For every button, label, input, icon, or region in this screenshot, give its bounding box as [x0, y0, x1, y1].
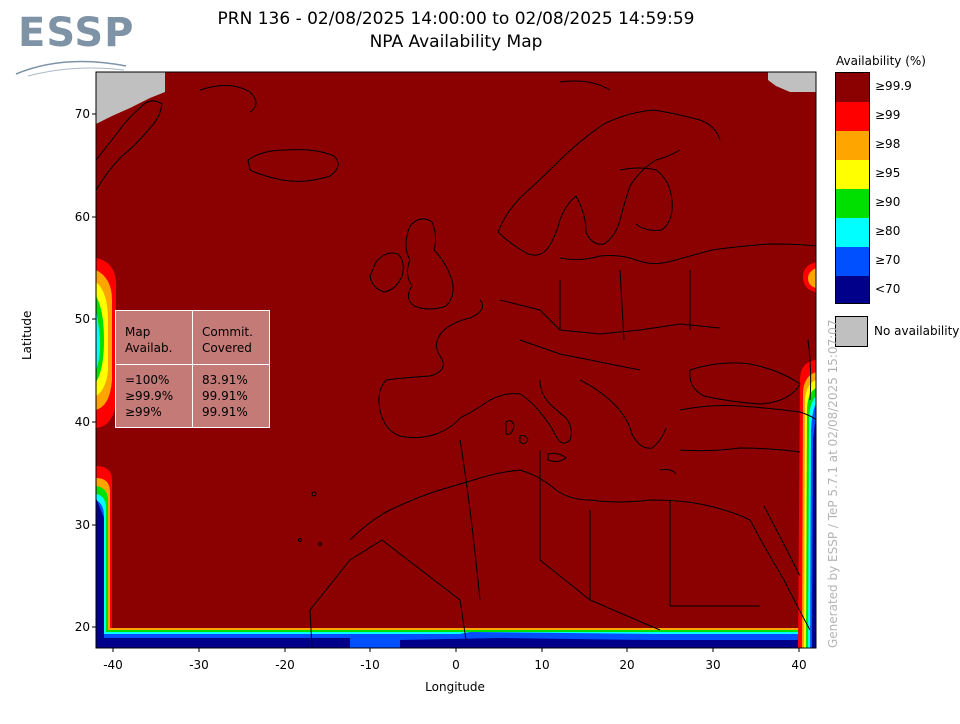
legend-label: ≥70: [875, 253, 901, 267]
legend-label: ≥95: [875, 166, 901, 180]
x-tick-label: 30: [705, 658, 721, 672]
no-availability-swatch: [835, 316, 868, 347]
y-tick-label: 70: [74, 107, 90, 121]
logo-text: ESSP: [18, 10, 135, 56]
y-tick-label: 40: [74, 415, 90, 429]
stats-map-value: =100%: [125, 373, 170, 387]
legend-label: ≥90: [875, 195, 901, 209]
x-tick-label: 40: [791, 658, 807, 672]
y-tick-label: 30: [74, 518, 90, 532]
legend-swatch: [836, 160, 869, 189]
y-tick-label: 20: [74, 620, 90, 634]
x-axis-label: Longitude: [425, 680, 485, 694]
map-title: PRN 136 - 02/08/2025 14:00:00 to 02/08/2…: [217, 9, 695, 29]
coastlines: [95, 80, 817, 649]
legend-label: ≥99.9: [875, 79, 912, 93]
stats-divider: [192, 311, 193, 427]
no-availability-label: No availability: [874, 324, 960, 338]
tick-marks: [92, 113, 800, 652]
logo-swoosh-icon: [15, 60, 127, 77]
legend-label: ≥98: [875, 137, 901, 151]
y-tick-label: 50: [74, 312, 90, 326]
legend-label: ≥99: [875, 108, 901, 122]
x-tick-label: -20: [275, 658, 295, 672]
stats-header-map: Availab.: [125, 341, 173, 355]
legend-swatch: [836, 189, 869, 218]
x-tick-label: -40: [103, 658, 123, 672]
x-tick-label: 0: [452, 658, 460, 672]
legend-swatch: [836, 218, 869, 247]
stats-covered-value: 99.91%: [202, 389, 248, 403]
y-tick-label: 60: [74, 210, 90, 224]
legend-title: Availability (%): [836, 54, 926, 68]
x-tick-label: 10: [534, 658, 550, 672]
legend-swatch: [836, 247, 869, 276]
essp-logo: ESSP: [14, 10, 134, 80]
stats-header-covered: Commit.: [202, 325, 253, 339]
stats-map-value: ≥99.9%: [125, 389, 174, 403]
legend-colorbar: [835, 72, 870, 304]
legend-swatch: [836, 276, 869, 303]
generator-watermark: Generated by ESSP / TeP 5.7.1 at 02/08/2…: [826, 319, 840, 648]
x-tick-label: 20: [619, 658, 635, 672]
map-subtitle: NPA Availability Map: [369, 32, 543, 52]
stats-header-covered: Covered: [202, 341, 252, 355]
legend-label: <70: [875, 282, 901, 296]
legend-swatch: [836, 73, 869, 102]
stats-map-value: ≥99%: [125, 405, 162, 419]
no-availability-ne: [768, 72, 816, 92]
legend-swatch: [836, 131, 869, 160]
x-tick-label: -30: [189, 658, 209, 672]
availability-stats-table: Map Availab. Commit. Covered =100% ≥99.9…: [115, 310, 270, 428]
legend-label: ≥80: [875, 224, 901, 238]
stats-covered-value: 99.91%: [202, 405, 248, 419]
no-availability-nw: [96, 72, 165, 124]
x-tick-label: -10: [360, 658, 380, 672]
stats-divider: [116, 364, 269, 365]
y-axis-label: Latitude: [20, 310, 34, 360]
stats-header-map: Map: [125, 325, 151, 339]
legend-swatch: [836, 102, 869, 131]
stats-covered-value: 83.91%: [202, 373, 248, 387]
